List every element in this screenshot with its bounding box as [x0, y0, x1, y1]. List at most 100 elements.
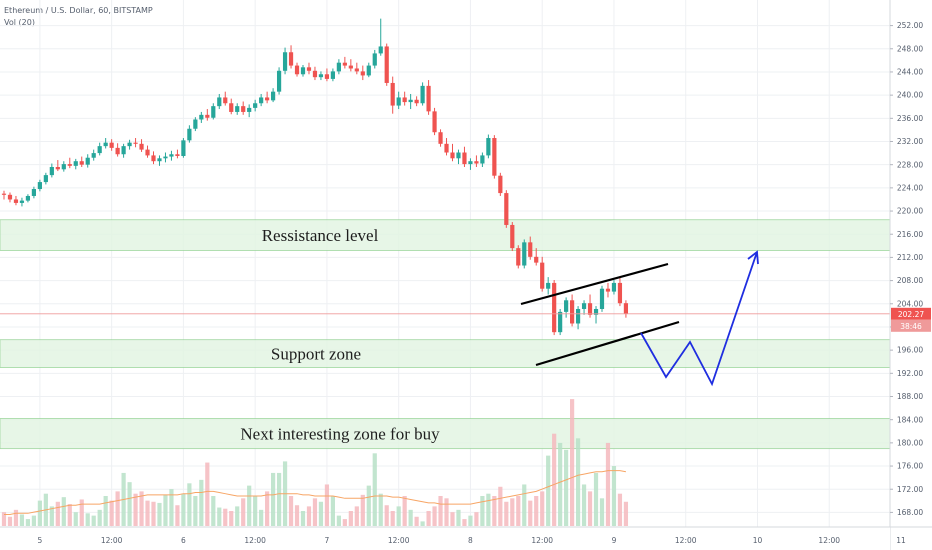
- volume-bar: [396, 506, 401, 526]
- volume-bar: [354, 506, 359, 526]
- candle-body: [187, 128, 192, 141]
- projection-arrowhead: [747, 250, 759, 265]
- candle-body: [384, 46, 389, 83]
- volume-bar: [623, 501, 629, 526]
- countdown-badge: [891, 319, 931, 332]
- candle-body: [7, 194, 13, 200]
- time-axis-background: [0, 527, 890, 550]
- user-drawings: [520, 250, 759, 387]
- candle-body: [97, 146, 102, 154]
- volume-bar: [366, 485, 371, 526]
- projection-path[interactable]: [640, 251, 758, 387]
- volume-bars: [1, 399, 629, 526]
- candle-body: [276, 70, 282, 92]
- current-price-badge: [891, 307, 931, 320]
- candle-body: [139, 143, 144, 150]
- zone-label-text: Support zone: [271, 345, 361, 364]
- volume-bar: [300, 511, 306, 526]
- zone-band: [0, 418, 891, 450]
- candle-body: [121, 146, 126, 155]
- countdown-value: 38:46: [900, 322, 922, 331]
- candlestick: [157, 155, 162, 166]
- candlestick: [414, 96, 419, 107]
- volume-bar: [432, 506, 437, 526]
- candle-body: [229, 103, 234, 112]
- volume-bar: [306, 506, 312, 526]
- candlestick: [480, 152, 485, 167]
- candle-body: [372, 53, 377, 66]
- candle-body: [145, 149, 150, 156]
- candlestick: [223, 91, 228, 106]
- volume-bar: [25, 519, 31, 526]
- volume-bar: [348, 511, 353, 526]
- candlestick: [300, 65, 306, 77]
- price-tick-label: 240.00: [897, 91, 923, 100]
- price-tick-label: 196.00: [897, 346, 923, 355]
- candlestick: [486, 134, 491, 159]
- candlestick: [504, 190, 509, 228]
- time-tick-label: 10: [753, 536, 763, 545]
- channel-upper-trendline[interactable]: [520, 262, 669, 306]
- volume-bar: [372, 453, 377, 526]
- candlestick: [534, 248, 539, 266]
- candle-body: [402, 97, 407, 103]
- candle-body: [318, 74, 324, 78]
- volume-bar: [294, 505, 300, 526]
- candle-body: [265, 97, 270, 101]
- candle-body: [25, 195, 31, 201]
- time-tick-label: 5: [37, 536, 42, 545]
- volume-bar: [522, 484, 527, 526]
- price-tick-label: 252.00: [897, 21, 923, 30]
- time-tick-label: 12:00: [531, 536, 553, 545]
- volume-bar: [265, 491, 270, 526]
- candlestick: [498, 172, 503, 196]
- candle-body: [360, 71, 365, 76]
- volume-bar: [593, 472, 599, 526]
- volume-bar: [133, 493, 138, 526]
- candle-body: [480, 155, 485, 164]
- candlestick: [546, 277, 551, 295]
- candlestick: [324, 68, 330, 82]
- volume-moving-average-line: [4, 470, 627, 515]
- candle-body: [390, 82, 395, 106]
- candlestick: [408, 93, 413, 110]
- candlestick: [438, 129, 443, 147]
- candlestick: [253, 99, 258, 112]
- candlestick: [175, 149, 180, 159]
- volume-bar: [271, 472, 276, 526]
- candle-body: [336, 62, 341, 72]
- volume-bar: [127, 482, 132, 526]
- candle-body: [282, 52, 288, 71]
- volume-bar: [175, 505, 180, 526]
- candlestick: [468, 158, 473, 170]
- candle-body: [534, 256, 539, 263]
- candlestick: [336, 59, 341, 75]
- candle-body: [468, 161, 473, 165]
- volume-bar: [564, 449, 569, 526]
- time-tick-label: 8: [468, 536, 473, 545]
- volume-bar: [211, 496, 216, 526]
- time-tick-label: 12:00: [388, 536, 410, 545]
- volume-bar: [486, 493, 491, 526]
- channel-lower-trendline[interactable]: [535, 320, 680, 367]
- candlestick: [55, 160, 60, 172]
- volume-bar: [157, 502, 162, 526]
- candle-body: [127, 142, 132, 147]
- price-tick-label: 228.00: [897, 160, 923, 169]
- candle-body: [253, 103, 258, 108]
- candle-body: [558, 311, 563, 333]
- candle-body: [486, 138, 491, 156]
- volume-bar: [605, 442, 611, 526]
- candlestick: [510, 222, 515, 252]
- volume-bar: [31, 515, 36, 526]
- candlestick: [85, 154, 90, 168]
- candlestick: [552, 280, 557, 336]
- candle-body: [516, 248, 521, 266]
- candlestick: [617, 277, 623, 307]
- candlestick: [348, 59, 353, 72]
- volume-bar: [587, 491, 593, 526]
- volume-bar: [546, 455, 551, 526]
- candle-body: [623, 303, 629, 314]
- price-tick-label: 232.00: [897, 137, 923, 146]
